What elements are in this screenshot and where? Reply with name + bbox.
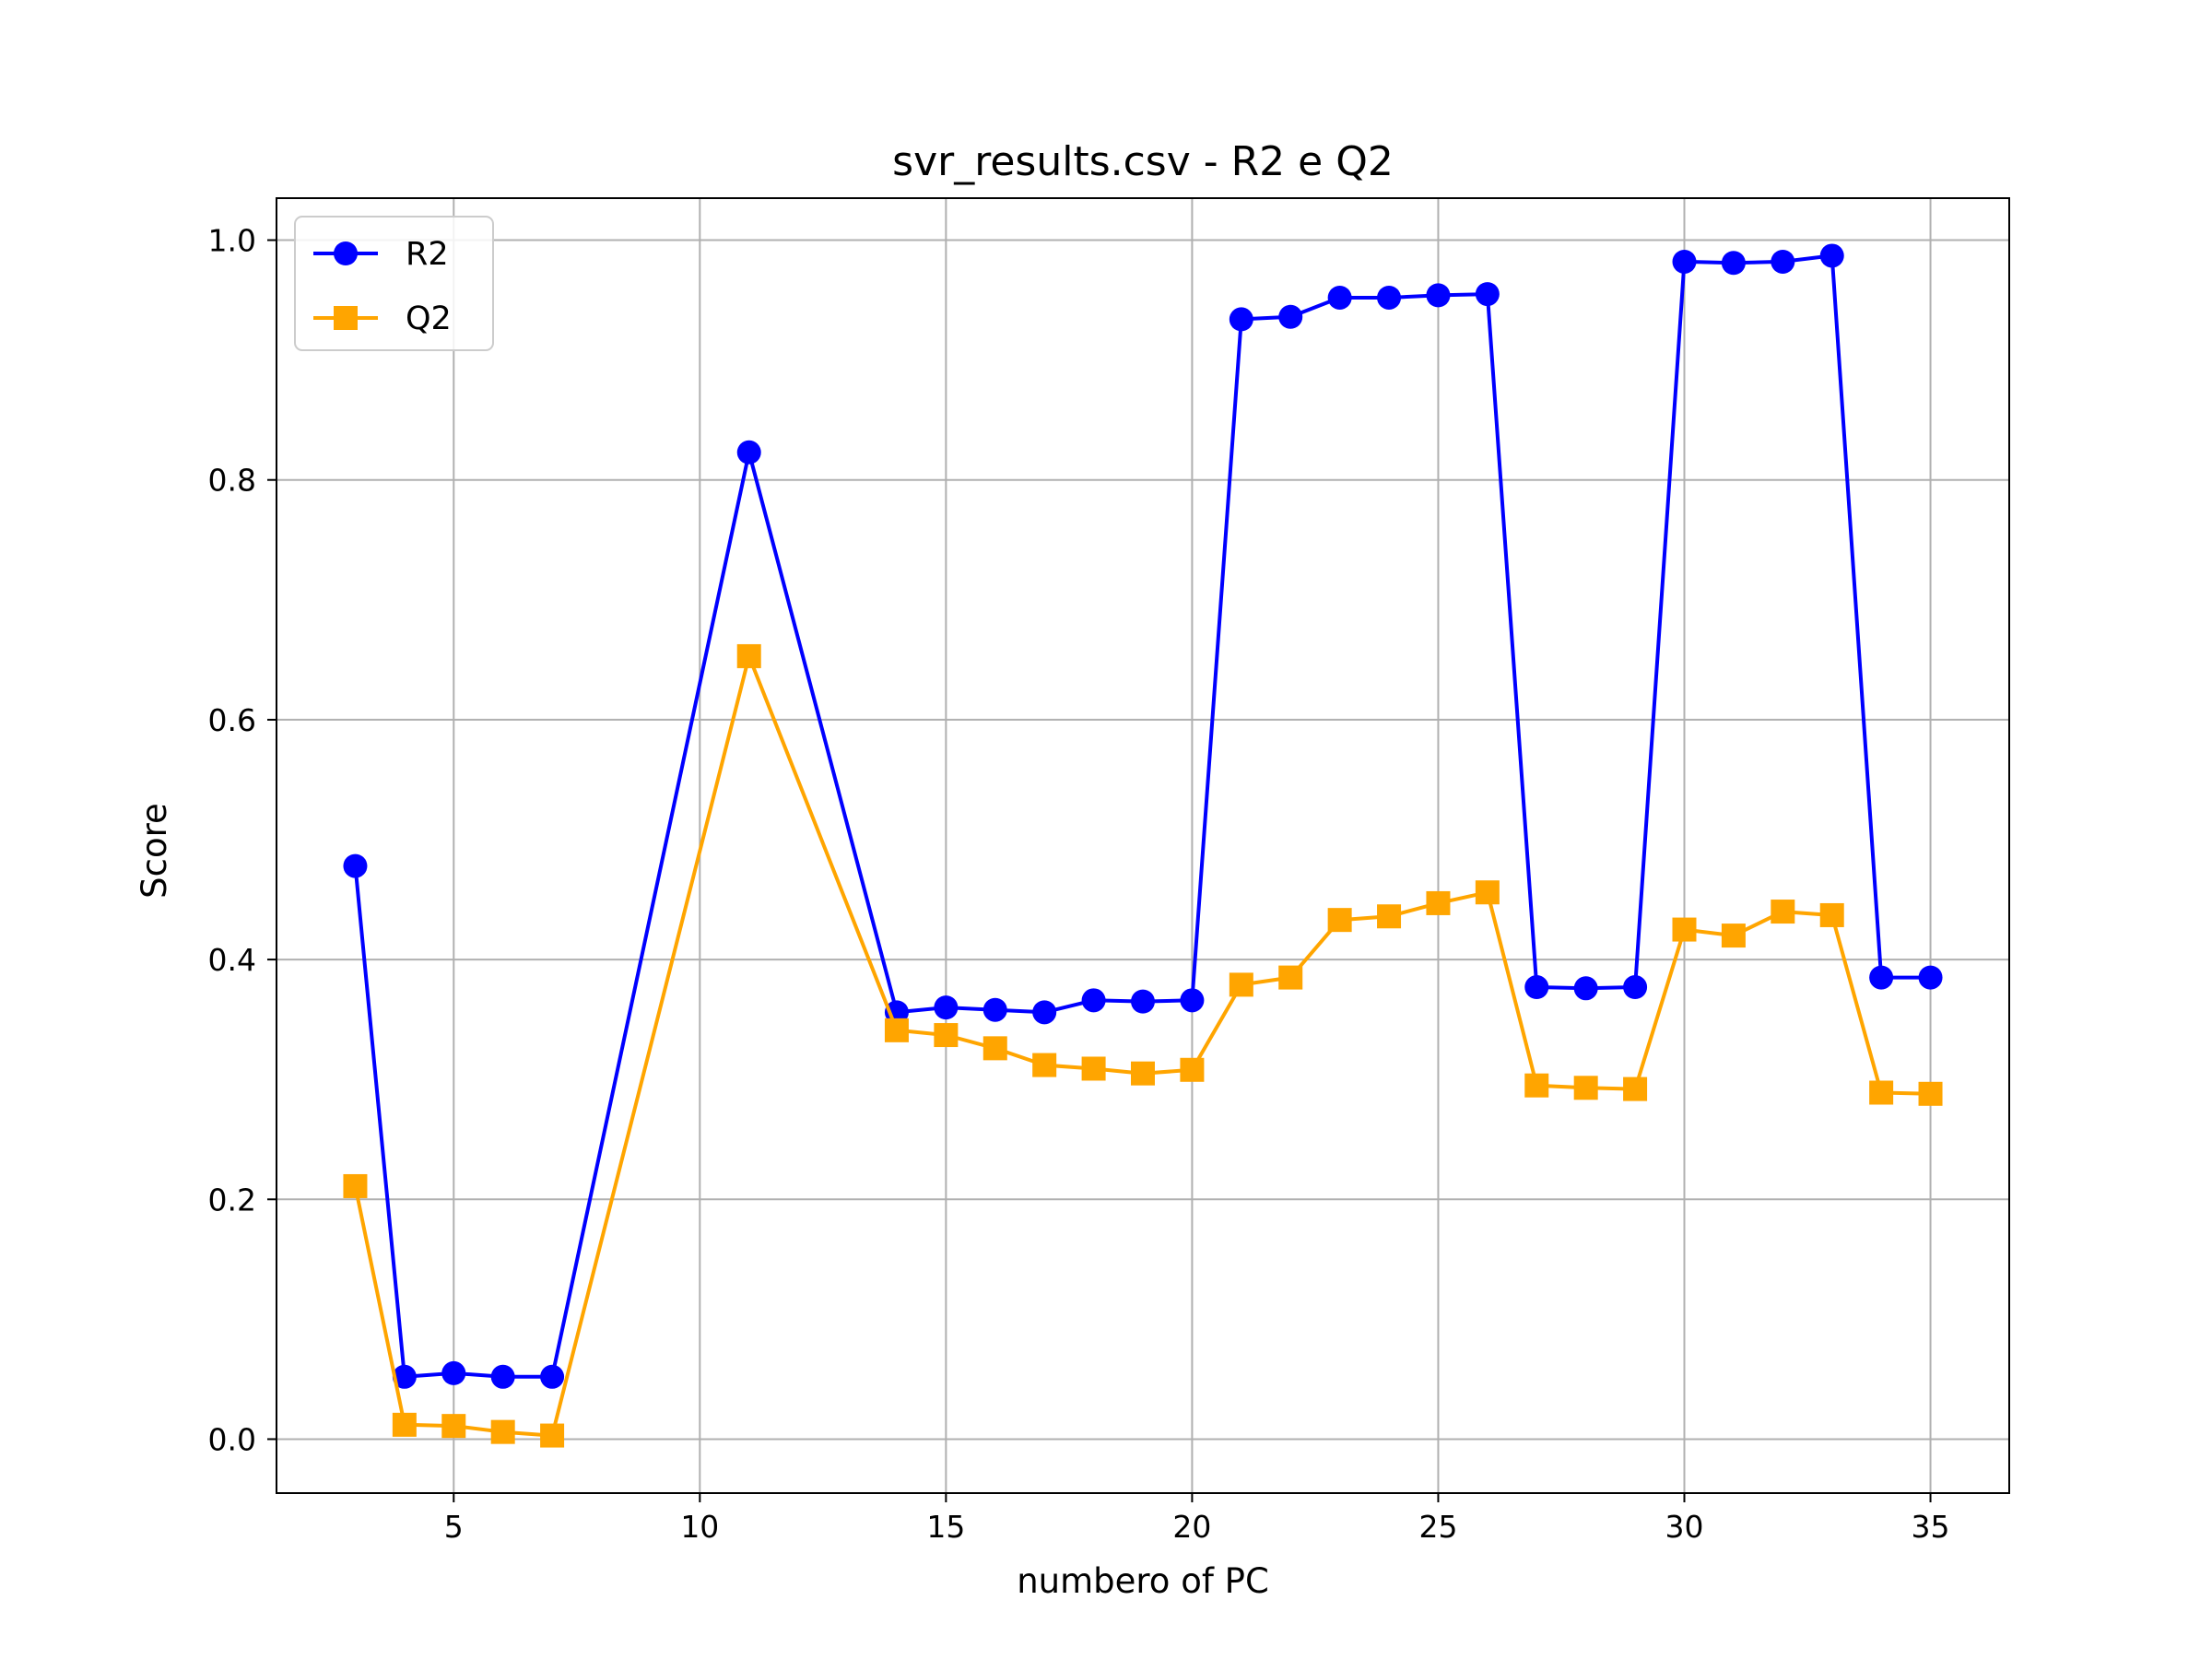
r2-data-point — [1475, 282, 1500, 307]
q2-data-point — [884, 1018, 909, 1042]
q2-data-point — [1377, 904, 1402, 929]
q2-data-point — [1721, 924, 1746, 948]
y-tick-label: 0.6 — [208, 702, 256, 738]
q2-data-point — [1180, 1057, 1205, 1082]
r2-data-point — [343, 853, 368, 878]
q2-data-point — [736, 643, 761, 668]
q2-data-point — [1918, 1081, 1943, 1106]
q2-data-point — [1229, 972, 1253, 997]
q2-data-point — [1771, 900, 1795, 924]
r2-data-point — [392, 1364, 417, 1389]
plot-frame — [276, 197, 2010, 1494]
series-q2 — [343, 643, 1943, 1448]
q2-data-point — [982, 1036, 1007, 1061]
r2-data-point — [1623, 975, 1648, 1000]
x-tick-label: 15 — [926, 1509, 965, 1545]
legend: R2 Q2 — [294, 216, 494, 351]
series-r2 — [343, 243, 1943, 1389]
r2-data-point — [1672, 249, 1697, 274]
q2-data-point — [1819, 902, 1844, 927]
q2-data-point — [343, 1173, 368, 1198]
q2-data-point — [1081, 1056, 1106, 1081]
plot-series — [343, 243, 1943, 1448]
legend-marker-q2 — [334, 306, 358, 330]
r2-data-point — [1229, 307, 1253, 332]
y-tick-label: 0.2 — [208, 1182, 256, 1218]
r2-data-point — [441, 1360, 466, 1385]
r2-data-point — [1771, 249, 1795, 274]
q2-data-point — [1869, 1080, 1894, 1105]
r2-data-point — [1032, 1000, 1057, 1025]
x-tick-label: 30 — [1665, 1509, 1704, 1545]
r2-data-point — [1819, 243, 1844, 268]
r2-data-point — [1278, 304, 1303, 329]
q2-data-point — [490, 1419, 515, 1444]
q2-data-point — [934, 1023, 959, 1048]
r2-data-point — [982, 997, 1007, 1022]
q2-data-point — [1573, 1076, 1598, 1100]
r2-data-point — [1573, 976, 1598, 1001]
x-tick-label: 20 — [1172, 1509, 1211, 1545]
q2-data-point — [1131, 1061, 1155, 1086]
axis-ticks: 5 10 15 20 25 30 35 0.0 0.2 0.4 0.6 0.8 1.0 — [208, 223, 1950, 1545]
legend-label-q2: Q2 — [406, 300, 452, 337]
r2-data-point — [1426, 283, 1451, 308]
x-tick-label: 25 — [1418, 1509, 1457, 1545]
chart-title: svr_results.csv - R2 e Q2 — [892, 138, 1394, 185]
legend-box — [294, 216, 494, 351]
r2-data-point — [1524, 975, 1549, 1000]
r2-data-point — [1918, 965, 1943, 990]
y-tick-label: 0.0 — [208, 1421, 256, 1457]
legend-label-r2: R2 — [406, 236, 449, 273]
r2-data-point — [736, 440, 761, 465]
x-tick-label: 10 — [680, 1509, 719, 1545]
series-line-r2 — [353, 253, 1931, 1379]
legend-entry-r2: R2 — [313, 236, 449, 273]
r2-data-point — [1721, 251, 1746, 276]
r2-data-point — [934, 995, 959, 1020]
legend-marker-r2 — [334, 241, 358, 265]
q2-data-point — [1327, 908, 1352, 933]
q2-data-point — [392, 1412, 417, 1437]
y-tick-label: 0.4 — [208, 942, 256, 978]
r2-data-point — [1081, 988, 1106, 1013]
y-tick-label: 1.0 — [208, 223, 256, 259]
q2-data-point — [1524, 1073, 1549, 1098]
series-line-q2 — [353, 654, 1931, 1438]
q2-data-point — [1032, 1053, 1057, 1077]
x-tick-label: 35 — [1912, 1509, 1950, 1545]
q2-data-point — [540, 1423, 565, 1448]
q2-data-point — [1278, 965, 1303, 990]
r2-data-point — [1180, 988, 1205, 1013]
r2-data-point — [1377, 285, 1402, 310]
r2-data-point — [1327, 285, 1352, 310]
r2-data-point — [540, 1364, 565, 1389]
q2-data-point — [441, 1414, 466, 1439]
legend-entry-q2: Q2 — [313, 300, 452, 337]
q2-data-point — [1426, 890, 1451, 915]
r2-data-point — [490, 1364, 515, 1389]
q2-data-point — [1475, 880, 1500, 905]
x-tick-label: 5 — [444, 1509, 464, 1545]
q2-data-point — [1672, 917, 1697, 942]
r2-data-point — [1869, 965, 1894, 990]
y-tick-label: 0.8 — [208, 463, 256, 499]
q2-data-point — [1623, 1077, 1648, 1101]
r2-data-point — [1131, 989, 1155, 1014]
x-axis-label: numbero of PC — [1017, 1561, 1269, 1601]
y-axis-label: Score — [135, 803, 174, 899]
